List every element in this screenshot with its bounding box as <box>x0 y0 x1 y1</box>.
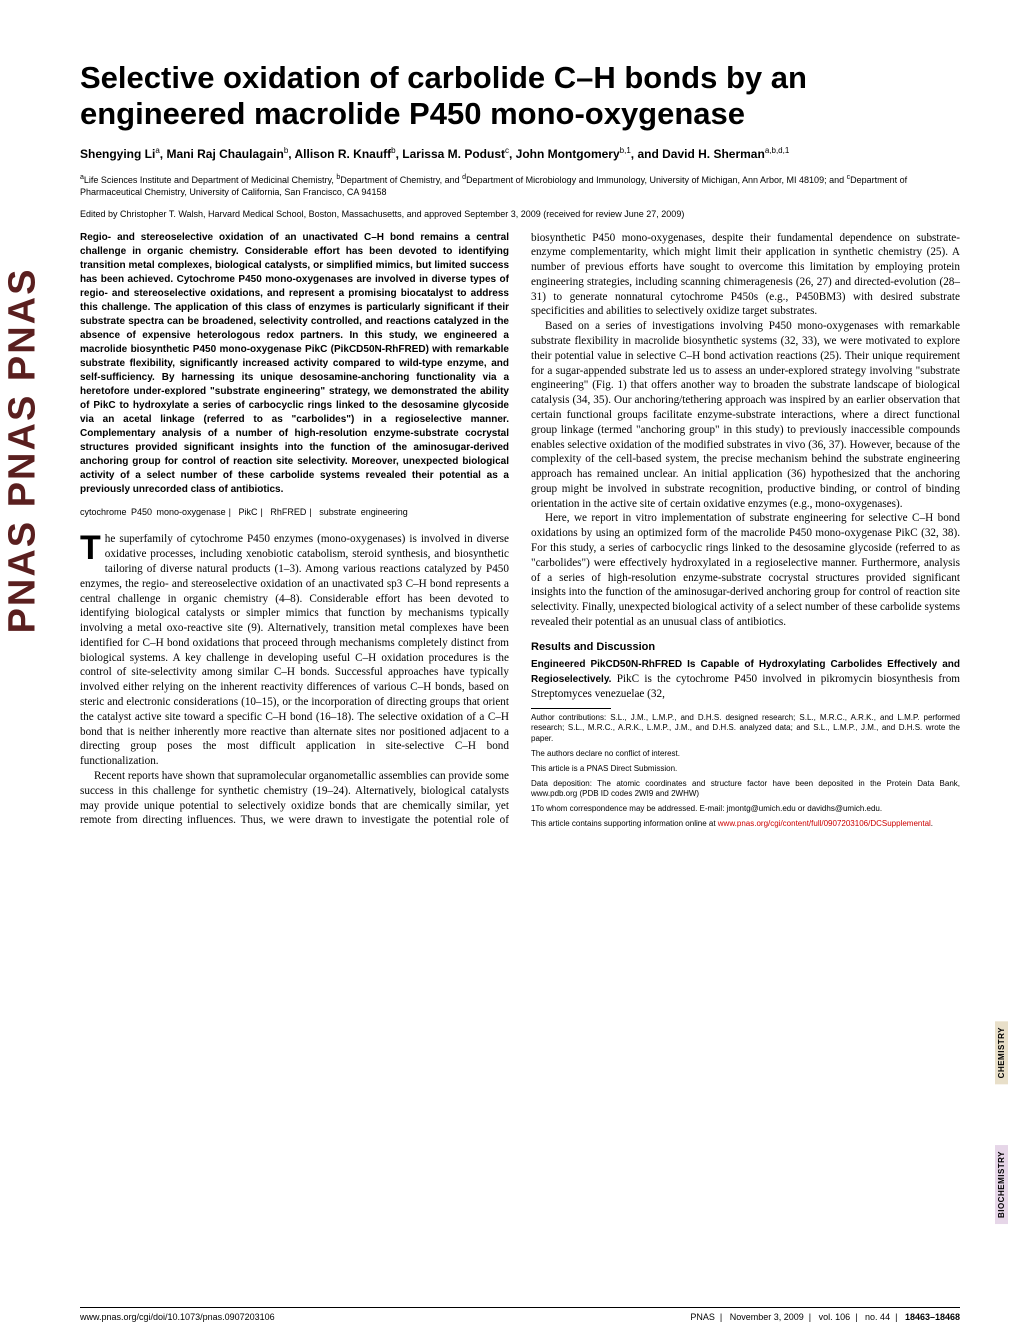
fn-si-text: This article contains supporting informa… <box>531 819 718 828</box>
two-column-body: Regio- and stereoselective oxidation of … <box>80 231 960 831</box>
journal-side-text: PNAS PNAS PNAS <box>2 267 45 633</box>
kw-4: substrate engineering <box>319 507 408 517</box>
fn-conflict: The authors declare no conflict of inter… <box>531 749 960 760</box>
results-heading: Results and Discussion <box>531 640 960 655</box>
footer-right: PNAS| November 3, 2009| vol. 106| no. 44… <box>690 1312 960 1322</box>
abstract: Regio- and stereoselective oxidation of … <box>80 231 509 497</box>
edited-by: Edited by Christopher T. Walsh, Harvard … <box>80 209 960 219</box>
fn-direct: This article is a PNAS Direct Submission… <box>531 764 960 775</box>
body-p1-text: he superfamily of cytochrome P450 enzyme… <box>80 533 509 767</box>
category-chemistry: CHEMISTRY <box>995 1021 1008 1084</box>
footer-journal: PNAS <box>690 1312 715 1322</box>
category-biochemistry: BIOCHEMISTRY <box>995 1145 1008 1224</box>
fn-contrib: Author contributions: S.L., J.M., L.M.P.… <box>531 713 960 745</box>
fn-deposit: Data deposition: The atomic coordinates … <box>531 779 960 801</box>
footnote-rule <box>531 708 611 709</box>
fn-si: This article contains supporting informa… <box>531 819 960 830</box>
page-content: Selective oxidation of carbolide C–H bon… <box>80 60 960 1314</box>
kw-1: cytochrome P450 mono-oxygenase <box>80 507 226 517</box>
footer-pages: 18463–18468 <box>905 1312 960 1322</box>
footer-vol: vol. 106 <box>819 1312 851 1322</box>
dropcap: T <box>80 532 105 562</box>
download-note: Downloaded by guest on September 27, 202… <box>0 1308 16 1320</box>
footer-no: no. 44 <box>865 1312 890 1322</box>
article-title: Selective oxidation of carbolide C–H bon… <box>80 60 960 131</box>
kw-2: PikC <box>238 507 257 517</box>
body-para-4: Here, we report in vitro implementation … <box>531 511 960 629</box>
page-footer: www.pnas.org/cgi/doi/10.1073/pnas.090720… <box>80 1307 960 1322</box>
body-para-3: Based on a series of investigations invo… <box>531 319 960 511</box>
footer-date: November 3, 2009 <box>730 1312 804 1322</box>
authors: Shengying Lia, Mani Raj Chaulagainb, All… <box>80 145 960 163</box>
body-para-1: The superfamily of cytochrome P450 enzym… <box>80 532 509 769</box>
fn-corresp: 1To whom correspondence may be addressed… <box>531 804 960 815</box>
journal-logo-side: PNAS PNAS PNAS <box>8 0 38 900</box>
results-para: Engineered PikCD50N-RhFRED Is Capable of… <box>531 657 960 701</box>
kw-3: RhFRED <box>270 507 306 517</box>
si-link[interactable]: www.pnas.org/cgi/content/full/0907203106… <box>718 819 931 828</box>
footnotes: Author contributions: S.L., J.M., L.M.P.… <box>531 708 960 830</box>
footer-doi: www.pnas.org/cgi/doi/10.1073/pnas.090720… <box>80 1312 275 1322</box>
affiliations: aLife Sciences Institute and Department … <box>80 173 960 198</box>
keywords: cytochrome P450 mono-oxygenase| PikC| Rh… <box>80 507 509 519</box>
